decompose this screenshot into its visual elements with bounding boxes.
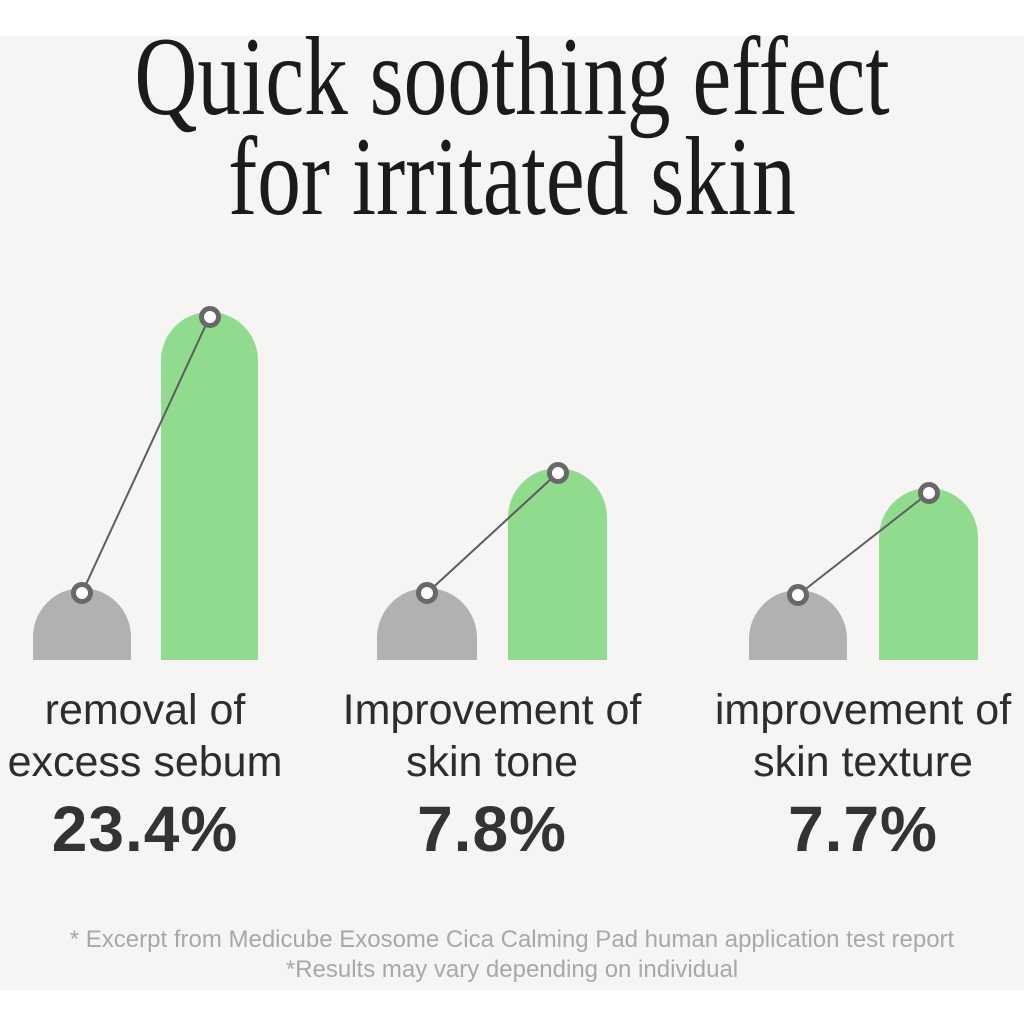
green-bar-sebum bbox=[161, 312, 258, 660]
marker-circle-gray-sebum bbox=[71, 582, 93, 604]
marker-circle-gray-skin-texture bbox=[787, 584, 809, 606]
category-label-line2: skin tone bbox=[405, 738, 579, 786]
category-label-line1: improvement of bbox=[714, 686, 1012, 734]
value-label-skin-tone: 7.8% bbox=[417, 793, 567, 865]
category-label-line2: skin texture bbox=[753, 738, 973, 786]
title-line-1: Quick soothing effect bbox=[134, 15, 890, 139]
value-label-skin-texture: 7.7% bbox=[788, 793, 938, 865]
footnote-line1: * Excerpt from Medicube Exosome Cica Cal… bbox=[69, 926, 955, 953]
green-bar-skin-texture bbox=[879, 488, 978, 660]
category-block-skin-tone: Improvement of skin tone 7.8% bbox=[332, 684, 652, 866]
category-label-line1: removal of bbox=[44, 686, 246, 734]
footnote: * Excerpt from Medicube Exosome Cica Cal… bbox=[0, 925, 1024, 985]
category-label-line1: Improvement of bbox=[342, 686, 642, 734]
marker-circle-gray-skin-tone bbox=[416, 582, 438, 604]
marker-circle-green-sebum bbox=[198, 306, 221, 328]
page-title: Quick soothing effect for irritated skin bbox=[113, 15, 912, 239]
value-label-sebum: 23.4% bbox=[51, 793, 239, 865]
category-block-sebum: removal of excess sebum 23.4% bbox=[0, 684, 305, 866]
marker-circle-green-skin-texture bbox=[917, 482, 940, 504]
category-block-skin-texture: improvement of skin texture 7.7% bbox=[703, 684, 1023, 866]
category-label-line2: excess sebum bbox=[7, 738, 283, 786]
footnote-line2: *Results may vary depending on individua… bbox=[285, 956, 739, 983]
green-bar-skin-tone bbox=[508, 468, 607, 660]
marker-circle-green-skin-tone bbox=[546, 462, 569, 484]
title-line-2: for irritated skin bbox=[228, 115, 796, 239]
